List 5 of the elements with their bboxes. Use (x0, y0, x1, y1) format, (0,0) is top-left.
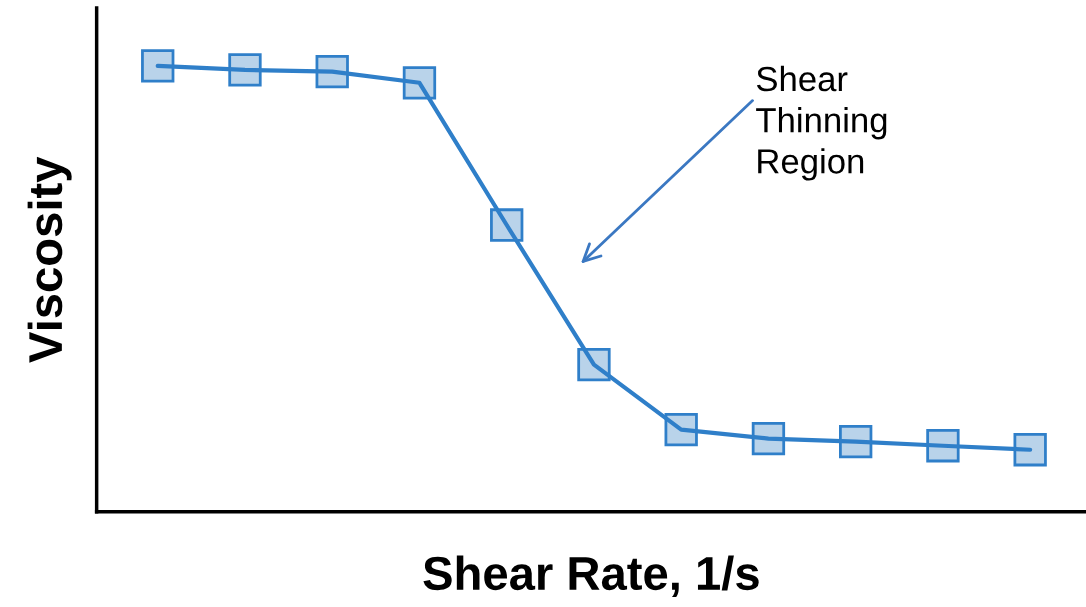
annotation: Shear Thinning Region (756, 65, 887, 181)
y-axis-title: Viscosity (27, 156, 72, 363)
x-axis-title: Shear Rate, 1/s (423, 555, 759, 597)
point (1013, 433, 1047, 467)
point (141, 49, 175, 83)
